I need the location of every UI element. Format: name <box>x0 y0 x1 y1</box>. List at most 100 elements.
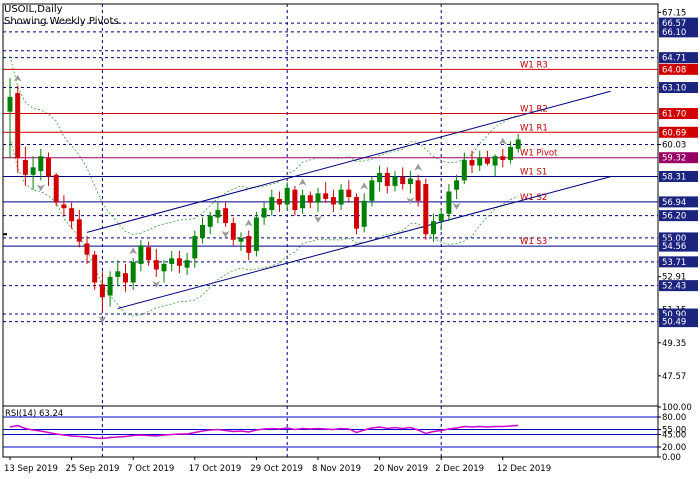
pivot-label: W1 R3 <box>520 60 548 70</box>
bull-candle-body <box>115 271 121 277</box>
fractal-up-arrow <box>244 219 253 227</box>
bear-candle-body <box>423 184 429 235</box>
bull-candle-body <box>161 263 167 272</box>
rsi-tick-label: 45.00 <box>662 431 686 441</box>
fractal-down-arrow <box>36 184 45 192</box>
bull-candle-body <box>392 176 398 186</box>
bear-candle-body <box>307 195 313 203</box>
price-tag-box <box>659 108 698 120</box>
time-tick-label: 7 Oct 2019 <box>127 464 174 474</box>
pivot-label: W1 S1 <box>520 167 547 177</box>
price-tag-label: 56.94 <box>662 198 686 208</box>
price-tag-box <box>659 316 698 328</box>
price-tag-box <box>659 196 698 208</box>
price-tag-box <box>659 126 698 138</box>
price-tick-label: 60.03 <box>662 141 686 151</box>
bear-candle-body <box>484 158 490 164</box>
price-tag-box <box>659 240 698 252</box>
price-tag-box <box>659 308 698 320</box>
fractal-down-arrow <box>98 316 107 324</box>
fractal-up-arrow <box>13 74 22 82</box>
bear-candle-body <box>22 159 28 175</box>
bull-candle-body <box>200 224 205 238</box>
bull-candle-body <box>377 172 383 183</box>
bear-candle-body <box>400 176 406 185</box>
price-tag-label: 59.32 <box>662 154 686 164</box>
fractal-up-arrow <box>129 247 138 255</box>
price-tag-label: 63.10 <box>662 84 686 94</box>
price-tick-label: 52.91 <box>662 273 686 283</box>
price-tag-box <box>659 52 698 64</box>
time-tick-label: 25 Sep 2019 <box>66 464 120 474</box>
price-tag-box <box>659 170 698 182</box>
price-tag-label: 53.71 <box>662 258 686 268</box>
bull-candle-body <box>369 180 375 201</box>
bull-candle-body <box>438 213 444 222</box>
time-tick-label: 2 Dec 2019 <box>435 464 484 474</box>
time-tick-label: 20 Nov 2019 <box>374 464 428 474</box>
bear-candle-body <box>153 260 159 270</box>
bull-candle-body <box>130 262 136 283</box>
bear-candle-body <box>330 197 336 205</box>
bull-candle-body <box>477 158 483 166</box>
price-channel <box>3 90 611 309</box>
price-tick-label: 67.15 <box>662 8 686 18</box>
bull-candle-body <box>238 237 244 242</box>
bull-candle-body <box>315 193 321 203</box>
price-tag-label: 56.20 <box>662 212 686 222</box>
bull-candle-body <box>169 258 175 264</box>
bull-candle-body <box>454 180 460 190</box>
channel-lower-line <box>117 176 611 309</box>
fractal-down-arrow <box>221 230 230 238</box>
chart-frame <box>2 3 659 458</box>
bull-candle-body <box>253 217 259 251</box>
fractal-up-arrow <box>498 137 507 145</box>
bear-candle-body <box>99 284 105 298</box>
channel-upper-line <box>86 90 611 233</box>
pivot-label: W1 S3 <box>520 237 547 247</box>
plot-frame <box>2 3 659 458</box>
bear-candle-body <box>415 180 421 201</box>
price-tag-label: 61.70 <box>662 110 686 120</box>
fractal-down-arrow <box>452 202 461 210</box>
fractal-down-arrow <box>152 280 161 288</box>
price-tag-box <box>659 280 698 292</box>
bull-candle-body <box>207 215 213 227</box>
bull-candle-body <box>446 191 452 214</box>
bear-candle-body <box>92 254 98 283</box>
bear-candle-body <box>230 223 236 240</box>
price-tag-label: 66.10 <box>662 28 686 38</box>
pivot-label: W1 Pivot <box>520 149 558 159</box>
bull-candle-body <box>431 221 436 235</box>
pivot-lines: W1 R3 W1 R2 W1 R1 W1 Pivot W1 S1 W1 S2 W1 S3 <box>3 60 658 247</box>
time-tick-label: 17 Oct 2019 <box>189 464 242 474</box>
bear-candle-body <box>146 247 152 261</box>
bull-candle-body <box>38 156 44 172</box>
price-tag-label: 64.08 <box>662 65 686 75</box>
bear-candle-body <box>500 156 506 160</box>
bear-candle-body <box>246 236 252 253</box>
pivot-label: W1 S2 <box>520 193 547 203</box>
bear-candle-body <box>123 273 128 283</box>
price-tick-label: 47.57 <box>662 372 686 382</box>
chart-subtitle: Showing Weekly Pivots. <box>4 16 122 27</box>
rsi-tick-label: 0.00 <box>662 453 681 463</box>
bull-candle-body <box>107 276 113 296</box>
rsi-tick-label: 80.00 <box>662 413 686 423</box>
chart-symbol: USOIL,Daily <box>4 4 63 15</box>
rsi-tick-label: 55.00 <box>662 426 686 436</box>
candlesticks <box>7 78 521 313</box>
fractal-down-arrow <box>406 197 415 205</box>
bear-candle-body <box>176 258 182 266</box>
fractal-up-arrow <box>298 178 307 186</box>
price-tick-label: 49.35 <box>662 339 686 349</box>
time-tick-label: 29 Oct 2019 <box>250 464 303 474</box>
bull-candle-body <box>269 197 275 211</box>
fractal-up-arrow <box>360 182 369 190</box>
bull-candle-body <box>261 208 267 218</box>
price-tag-box <box>659 210 698 222</box>
bull-candle-body <box>138 245 144 264</box>
rsi-line <box>9 424 519 440</box>
